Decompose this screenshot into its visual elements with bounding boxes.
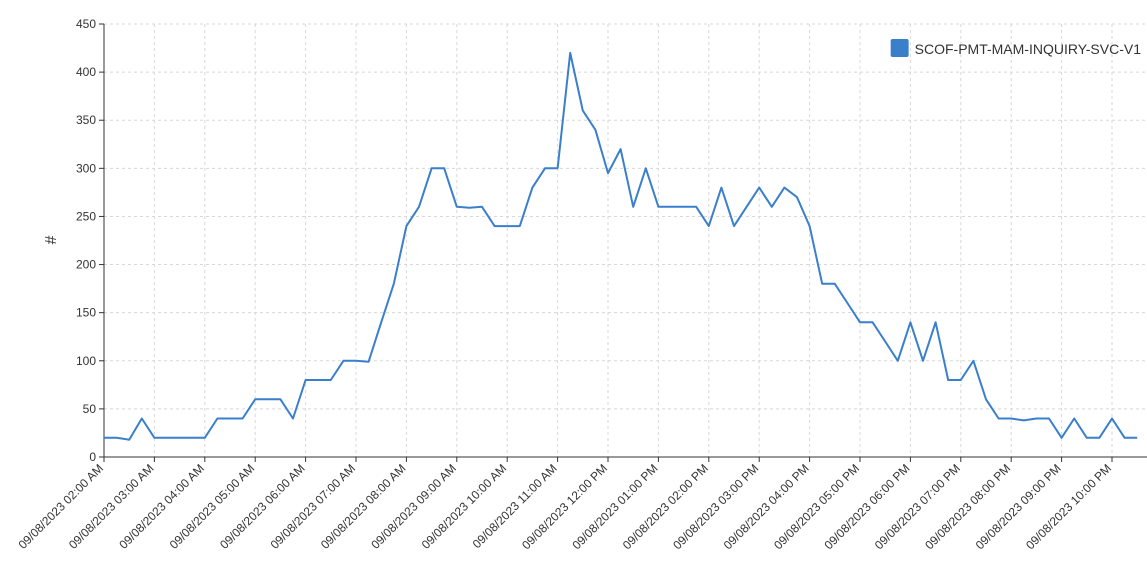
legend-label: SCOF-PMT-MAM-INQUIRY-SVC-V1 [915,41,1142,57]
x-tick-label: 09/08/2023 10:00 PM [1023,461,1114,552]
x-tick-label: 09/08/2023 08:00 PM [922,461,1013,552]
y-axis-label: # [43,235,60,244]
y-tick-label: 350 [76,113,96,127]
x-tick-label: 09/08/2023 10:00 AM [419,461,510,552]
y-tick-label: 150 [76,306,96,320]
y-tick-label: 300 [76,161,96,175]
x-tick-label: 09/08/2023 03:00 PM [670,461,761,552]
x-tick-label: 09/08/2023 04:00 PM [721,461,812,552]
y-tick-label: 200 [76,258,96,272]
y-tick-label: 0 [89,450,96,464]
x-tick-label: 09/08/2023 03:00 AM [66,461,157,552]
y-tick-label: 400 [76,65,96,79]
y-tick-label: 100 [76,354,96,368]
x-tick-label: 09/08/2023 05:00 AM [167,461,258,552]
x-tick-label: 09/08/2023 09:00 AM [368,461,459,552]
x-tick-label: 09/08/2023 02:00 PM [620,461,711,552]
x-tick-label: 09/08/2023 04:00 AM [116,461,207,552]
x-tick-label: 09/08/2023 12:00 PM [519,461,610,552]
legend-swatch [890,39,909,57]
x-tick-label: 09/08/2023 11:00 AM [470,461,560,551]
x-tick-label: 09/08/2023 05:00 PM [771,461,862,552]
x-tick-label: 09/08/2023 07:00 AM [268,461,359,552]
x-tick-label: 09/08/2023 08:00 AM [318,461,409,552]
x-tick-label: 09/08/2023 06:00 PM [821,461,912,552]
x-tick-label: 09/08/2023 07:00 PM [872,461,963,552]
y-tick-label: 450 [76,17,96,31]
y-tick-label: 50 [83,402,97,416]
x-tick-label: 09/08/2023 02:00 AM [16,461,107,552]
x-tick-label: 09/08/2023 01:00 PM [569,461,660,552]
x-tick-label: 09/08/2023 09:00 PM [973,461,1064,552]
x-tick-label: 09/08/2023 06:00 AM [217,461,308,552]
y-tick-label: 250 [76,209,96,223]
line-series [104,51,1138,441]
